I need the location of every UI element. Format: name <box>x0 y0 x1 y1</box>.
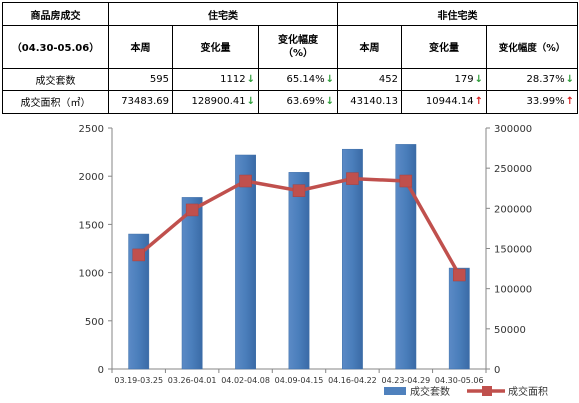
non-pct-cell: 33.99%↑ <box>486 89 579 115</box>
res-pct-cell: 65.14%↓ <box>257 67 339 91</box>
bar <box>128 233 150 370</box>
bar <box>288 172 310 370</box>
non-change-pct-header: 变化幅度（%） <box>486 25 579 69</box>
bar <box>342 148 363 370</box>
res-change-cell: 128900.41↓ <box>172 89 259 115</box>
tick-labels: 0 500 1000 1500 2000 2500 0 50000 100000 150000 20… <box>79 124 533 385</box>
bar-series <box>128 144 470 370</box>
arrow-down-icon: ↓ <box>325 96 335 108</box>
right-tick-label: 250000 <box>494 164 532 175</box>
res-change-cell: 1112↓ <box>172 67 259 91</box>
bar <box>235 154 256 370</box>
left-tick-label: 1000 <box>79 269 104 280</box>
res-week-value: 595 <box>108 67 173 91</box>
left-tick-label: 2000 <box>79 172 104 183</box>
line-point <box>132 248 145 262</box>
x-tick-label: 04.02-04.08 <box>221 376 270 385</box>
right-tick-label: 300000 <box>494 124 532 135</box>
period-label: （04.30-05.06） <box>2 25 109 69</box>
table-row: 成交面积（㎡） 73483.69 128900.41↓ 63.69%↓ 4314… <box>2 89 579 115</box>
left-tick-label: 1500 <box>79 220 104 231</box>
res-pct-cell: 63.69%↓ <box>257 89 339 115</box>
line-point <box>185 203 199 217</box>
arrow-down-icon: ↓ <box>246 73 255 85</box>
arrow-down-icon: ↓ <box>246 96 255 108</box>
line-point <box>239 174 252 188</box>
non-change-cell: 179↓ <box>401 67 488 91</box>
x-tick-label: 04.09-04.15 <box>275 376 324 385</box>
right-tick-label: 150000 <box>494 245 532 256</box>
legend-bar-swatch <box>384 387 406 395</box>
x-tick-label: 04.16-04.22 <box>328 376 377 385</box>
bar <box>181 197 203 370</box>
right-tick-label: 200000 <box>494 204 532 215</box>
x-tick-label: 03.19-03.25 <box>114 376 163 385</box>
transaction-table: 商品房成交 住宅类 非住宅类 （04.30-05.06） 本周 变化量 变化幅度… <box>2 1 579 115</box>
arrow-up-icon: ↑ <box>474 96 484 108</box>
res-this-week-header: 本周 <box>108 25 173 69</box>
non-this-week-header: 本周 <box>337 25 403 69</box>
non-residential-header: 非住宅类 <box>337 1 579 27</box>
table-row: 成交套数 595 1112↓ 65.14%↓ 452 179↓ 28.37%↓ <box>2 67 579 91</box>
non-week-value: 452 <box>337 67 403 91</box>
non-change-header: 变化量 <box>401 25 488 69</box>
line-point <box>292 184 306 197</box>
arrow-down-icon: ↓ <box>474 73 484 85</box>
legend-label: 成交套数 <box>410 385 450 398</box>
line-series <box>132 172 466 282</box>
right-tick-label: 100000 <box>494 285 532 296</box>
arrow-down-icon: ↓ <box>565 73 575 85</box>
res-week-value: 73483.69 <box>108 89 173 115</box>
non-pct-cell: 28.37%↓ <box>486 67 579 91</box>
combo-chart: 0 500 1000 1500 2000 2500 0 50000 100000 150000 20… <box>79 124 548 398</box>
legend-label: 成交面积 <box>508 385 548 398</box>
res-change-pct-header: 变化幅度 （%） <box>257 25 339 69</box>
x-tick-label: 03.26-04.01 <box>168 376 217 385</box>
legend-marker <box>482 386 492 396</box>
change-pct-line1: 变化幅度 <box>278 34 318 46</box>
bar <box>448 267 470 370</box>
left-tick-label: 0 <box>98 365 104 376</box>
line-point <box>399 174 413 188</box>
right-tick-label: 50000 <box>494 325 526 336</box>
residential-header: 住宅类 <box>107 1 339 27</box>
right-tick-label: 0 <box>494 365 500 376</box>
arrow-down-icon: ↓ <box>325 73 335 85</box>
x-tick-label: 04.30-05.06 <box>435 376 484 385</box>
left-tick-label: 500 <box>85 317 104 328</box>
change-pct-line2: （%） <box>282 47 314 59</box>
table-title: 商品房成交 <box>2 1 109 27</box>
arrow-up-icon: ↑ <box>565 96 575 108</box>
chart-legend: 成交套数 成交面积 <box>384 385 548 398</box>
row-label: 成交面积（㎡） <box>2 89 109 115</box>
non-change-cell: 10944.14↑ <box>401 89 488 115</box>
x-tick-label: 04.23-04.29 <box>382 376 431 385</box>
res-change-header: 变化量 <box>172 25 259 69</box>
row-label: 成交套数 <box>2 67 109 91</box>
non-week-value: 43140.13 <box>337 89 403 115</box>
bar <box>395 144 417 370</box>
line-point <box>453 268 466 282</box>
line-point <box>346 172 359 185</box>
left-tick-label: 2500 <box>79 124 104 135</box>
